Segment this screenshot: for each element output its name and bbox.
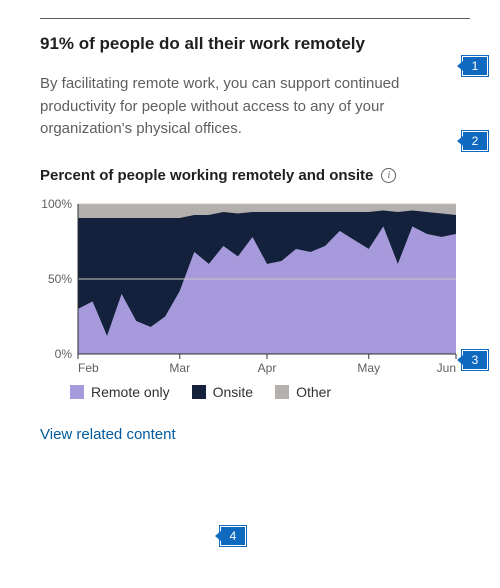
swatch-other	[275, 385, 289, 399]
svg-text:100%: 100%	[41, 198, 72, 211]
svg-text:Feb: Feb	[78, 361, 99, 375]
legend-label-other: Other	[296, 384, 331, 400]
legend-item-other: Other	[275, 384, 331, 400]
chart: 0% 50% 100% Feb Mar Apr May Jun	[40, 198, 460, 378]
svg-text:Apr: Apr	[258, 361, 277, 375]
swatch-onsite	[192, 385, 206, 399]
chart-title: Percent of people working remotely and o…	[40, 167, 373, 184]
info-icon[interactable]: i	[381, 168, 396, 183]
legend-item-onsite: Onsite	[192, 384, 253, 400]
svg-text:Mar: Mar	[169, 361, 190, 375]
section-divider	[40, 18, 470, 19]
area-chart-svg: 0% 50% 100% Feb Mar Apr May Jun	[40, 198, 460, 378]
headline: 91% of people do all their work remotely	[40, 33, 470, 55]
svg-text:50%: 50%	[48, 272, 72, 286]
legend-label-remote: Remote only	[91, 384, 170, 400]
callout-3: 3	[462, 350, 488, 370]
legend-item-remote: Remote only	[70, 384, 170, 400]
svg-text:May: May	[357, 361, 380, 375]
svg-text:Jun: Jun	[437, 361, 456, 375]
legend: Remote only Onsite Other	[40, 384, 470, 400]
chart-title-row: Percent of people working remotely and o…	[40, 167, 470, 184]
swatch-remote	[70, 385, 84, 399]
callout-1: 1	[462, 56, 488, 76]
callout-4: 4	[220, 526, 246, 546]
view-related-content-link[interactable]: View related content	[40, 426, 176, 443]
description: By facilitating remote work, you can sup…	[40, 73, 440, 141]
callout-2: 2	[462, 131, 488, 151]
svg-text:0%: 0%	[55, 347, 73, 361]
legend-label-onsite: Onsite	[213, 384, 253, 400]
